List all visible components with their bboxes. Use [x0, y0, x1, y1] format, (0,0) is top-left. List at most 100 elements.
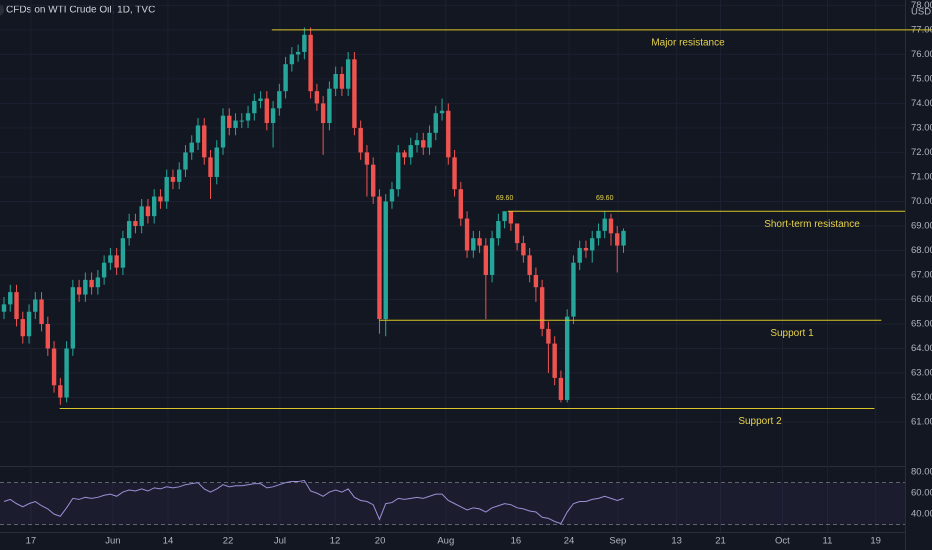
candle-body	[177, 169, 182, 182]
candle-body	[202, 125, 207, 158]
candle-body	[339, 74, 345, 89]
candle-body	[446, 110, 451, 158]
candle-body	[151, 196, 157, 217]
candle-body	[20, 319, 25, 337]
candle-body	[483, 245, 489, 275]
candle-body	[521, 243, 526, 256]
level-label: Support 1	[770, 328, 814, 339]
candle-body	[502, 211, 507, 222]
candle-body	[577, 248, 582, 263]
candle-body	[114, 255, 119, 268]
candle-body	[333, 74, 338, 89]
x-tick-label: Oct	[775, 536, 790, 547]
candle-body	[51, 348, 57, 386]
x-tick-label: Jul	[274, 536, 286, 547]
x-tick-label: 20	[375, 536, 386, 547]
candle-body	[489, 238, 495, 275]
candle-body	[26, 311, 32, 337]
candle-body	[533, 274, 539, 288]
candle-body	[145, 206, 151, 217]
y-tick-label: 75.00	[911, 73, 932, 84]
x-tick-label: 16	[511, 536, 522, 547]
candle-body	[371, 164, 376, 197]
candle-body	[402, 152, 407, 158]
indicator-tick-label: 40.00	[911, 509, 932, 520]
candle-body	[214, 147, 219, 177]
y-tick-label: 68.00	[911, 245, 932, 256]
candle-body	[220, 115, 226, 148]
candle-body	[364, 152, 370, 165]
x-tick-label: 11	[823, 536, 833, 547]
candle-body	[101, 262, 107, 278]
candle-body	[252, 100, 257, 114]
candle-body	[258, 98, 263, 101]
symbol-icon	[0, 4, 4, 16]
candle-body	[358, 127, 363, 153]
candle-body	[527, 255, 532, 275]
candle-body	[264, 98, 270, 124]
candle-body	[546, 328, 551, 344]
candle-body	[139, 206, 144, 226]
candle-body	[414, 140, 420, 146]
candle-body	[76, 287, 82, 295]
candle-body	[308, 34, 313, 92]
candle-body	[433, 113, 438, 133]
candle-body	[189, 142, 194, 153]
x-tick-label: Aug	[437, 536, 454, 547]
x-tick-label: Jun	[105, 536, 120, 547]
y-tick-label: 64.00	[911, 343, 932, 354]
x-tick-label: 24	[564, 536, 575, 547]
x-tick-label: 12	[330, 536, 341, 547]
candle-body	[83, 279, 88, 295]
candle-body	[539, 287, 545, 329]
candle-body	[471, 238, 476, 251]
candle-body	[45, 323, 51, 349]
candle-body	[314, 91, 320, 104]
candle-body	[208, 157, 213, 177]
candle-body	[289, 54, 295, 65]
x-tick-label: 21	[715, 536, 726, 547]
chart-title: CFDs on WTI Crude Oil, 1D, TVC	[6, 5, 155, 16]
y-tick-label: 72.00	[911, 147, 932, 158]
candle-body	[408, 145, 413, 158]
candle-body	[277, 91, 282, 109]
candles	[1, 27, 626, 405]
candle-body	[170, 176, 176, 182]
candle-body	[452, 157, 457, 190]
candle-body	[396, 152, 401, 190]
y-tick-label: 67.00	[911, 269, 932, 280]
candle-body	[477, 238, 482, 246]
y-tick-label: 73.00	[911, 122, 932, 133]
candle-body	[464, 218, 470, 251]
candle-body	[383, 201, 388, 320]
candle-body	[245, 113, 251, 121]
candle-body	[302, 34, 307, 52]
candle-body	[95, 277, 101, 288]
candle-body	[120, 238, 126, 268]
indicator-line	[3, 479, 624, 525]
y-tick-label: 71.00	[911, 171, 932, 182]
y-tick-label: 78.00	[911, 0, 932, 11]
candle-body	[377, 196, 382, 320]
candle-body	[320, 103, 326, 124]
candle-body	[458, 189, 464, 219]
candle-body	[133, 221, 138, 226]
candle-body	[590, 238, 595, 251]
y-tick-label: 66.00	[911, 294, 932, 305]
candle-body	[608, 218, 614, 234]
indicator-tick-label: 60.00	[911, 488, 932, 499]
candle-body	[427, 132, 432, 148]
level-label: Major resistance	[651, 38, 725, 49]
candle-body	[283, 64, 288, 92]
candle-body	[615, 233, 620, 246]
candle-body	[496, 221, 501, 239]
level-label: Short-term resistance	[764, 219, 860, 230]
candle-body	[508, 211, 514, 224]
candle-body	[227, 115, 232, 128]
candle-body	[239, 120, 244, 122]
grid	[0, 0, 905, 532]
y-tick-label: 70.00	[911, 196, 932, 207]
candle-body	[58, 385, 63, 398]
candle-body	[14, 292, 19, 320]
